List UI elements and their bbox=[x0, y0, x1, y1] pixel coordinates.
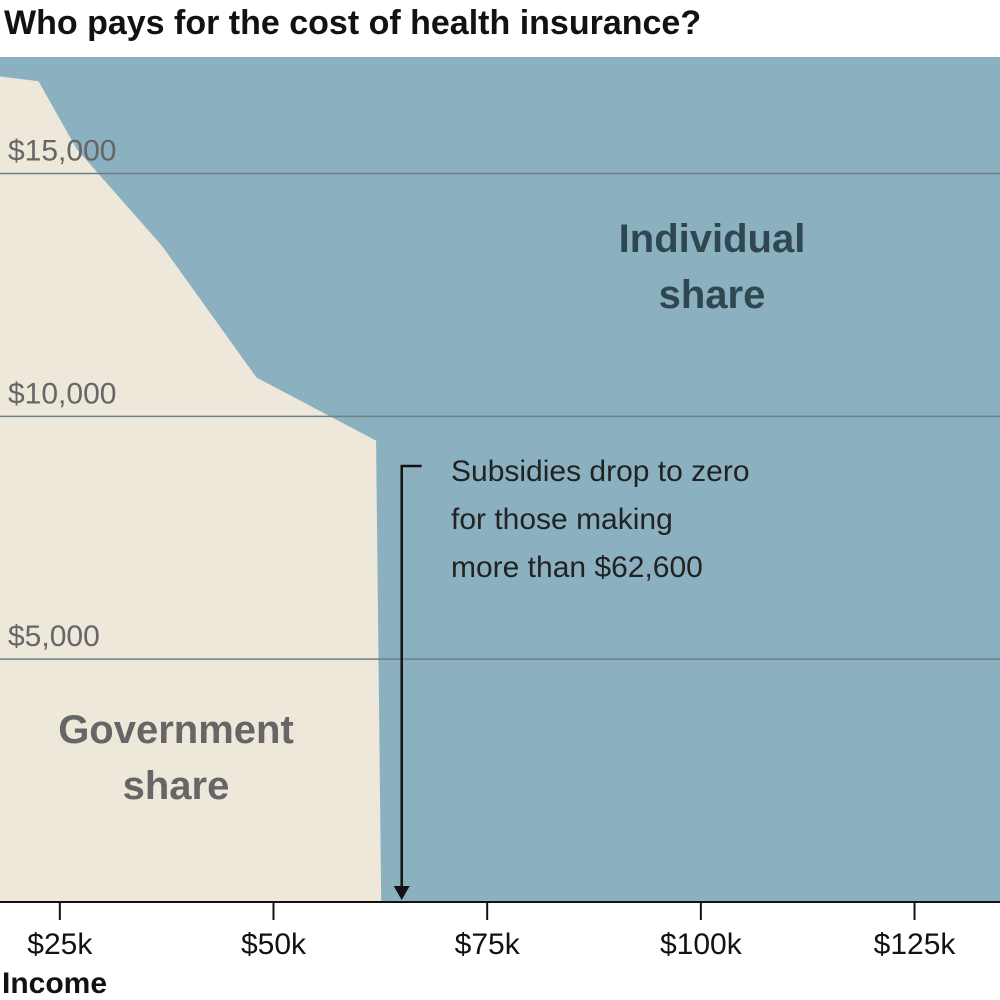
x-axis-label: Income bbox=[2, 967, 107, 1000]
y-tick-label: $5,000 bbox=[8, 620, 100, 653]
plot-area: $5,000 $10,000 $15,000 $25k $50k $75k $100k $12… bbox=[0, 57, 1000, 961]
x-tick-label: $75k bbox=[455, 928, 521, 961]
annotation-text: for those making bbox=[451, 503, 673, 536]
x-tick-label: $125k bbox=[874, 928, 957, 961]
government-share-area bbox=[0, 76, 382, 902]
annotation-text: Subsidies drop to zero bbox=[451, 455, 750, 488]
x-tick-label: $100k bbox=[660, 928, 743, 961]
annotation-text: more than $62,600 bbox=[451, 551, 703, 584]
annotation-arrow-line bbox=[400, 464, 422, 888]
government-share-label: Government bbox=[58, 708, 294, 752]
y-tick-label: $10,000 bbox=[8, 377, 116, 410]
x-tick-label: $50k bbox=[241, 928, 307, 961]
individual-share-label: Individual bbox=[619, 217, 806, 261]
individual-share-label: share bbox=[659, 273, 766, 317]
y-tick-label: $15,000 bbox=[8, 135, 116, 168]
chart-title: Who pays for the cost of health insuranc… bbox=[4, 4, 701, 42]
government-share-label: share bbox=[123, 764, 230, 808]
x-tick-label: $25k bbox=[27, 928, 93, 961]
annotation-arrowhead bbox=[393, 886, 410, 900]
